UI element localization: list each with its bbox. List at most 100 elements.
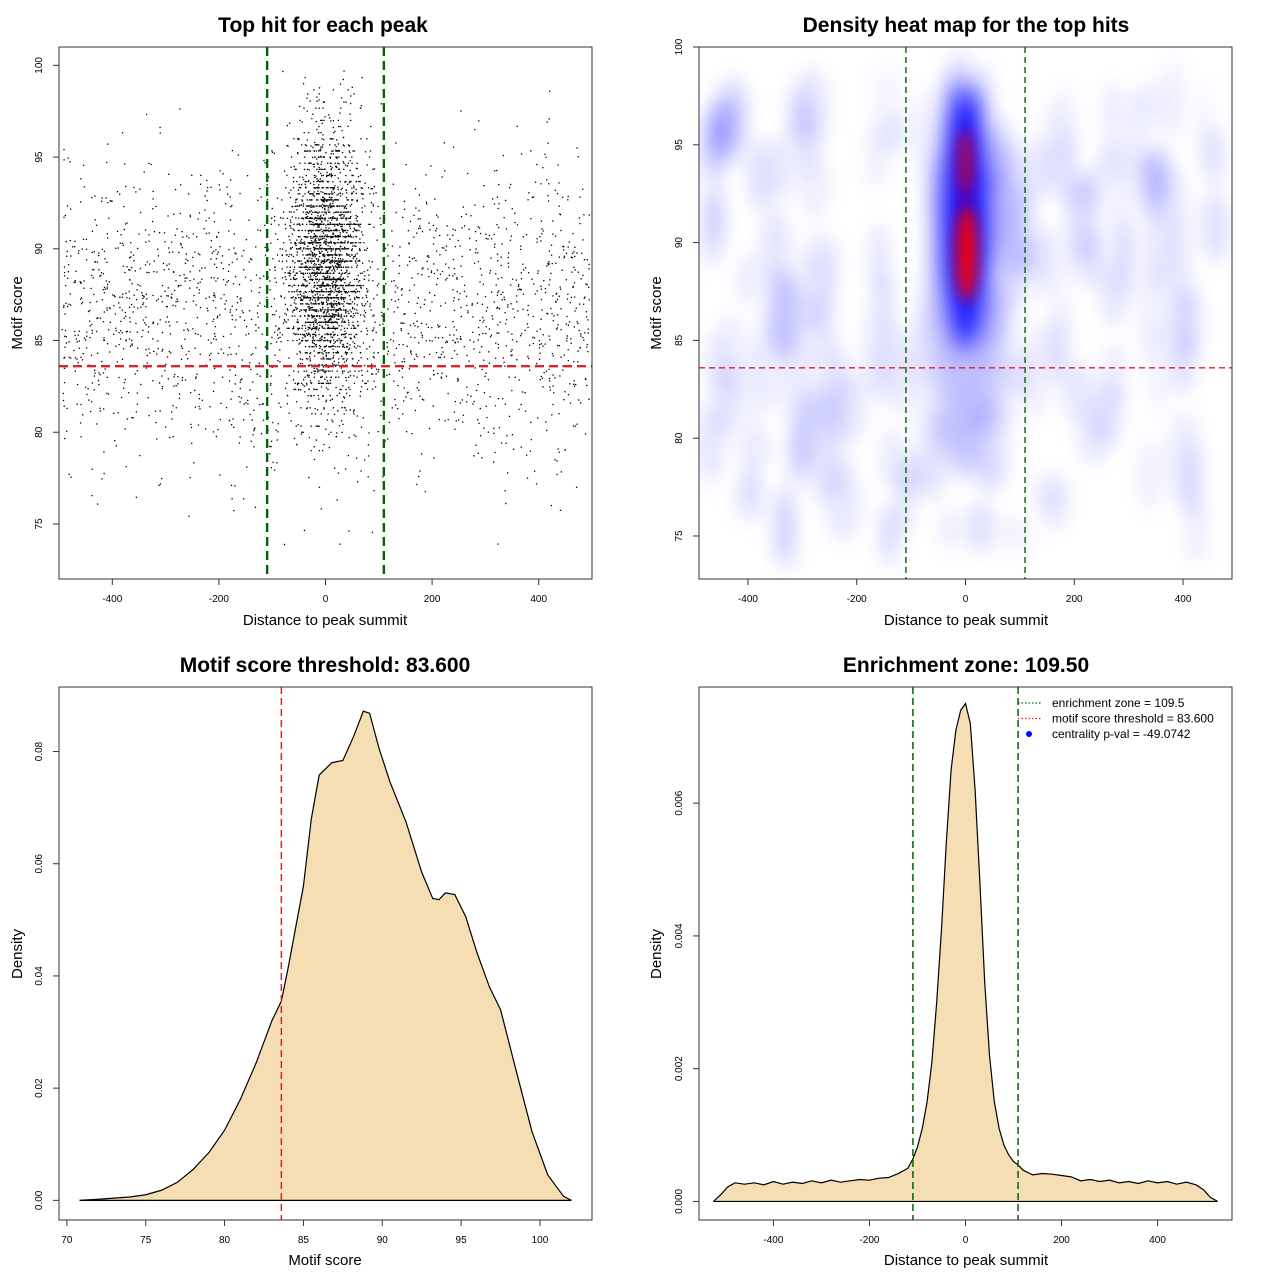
scatter-point [232,283,235,285]
scatter-point [91,323,93,326]
scatter-point [558,256,561,258]
scatter-point [318,449,321,452]
scatter-point [320,336,322,338]
scatter-point [305,211,307,213]
scatter-point [322,368,324,371]
scatter-point [353,290,355,292]
scatter-point [116,361,119,363]
scatter-point [249,413,251,416]
scatter-point [166,295,168,297]
scatter-point [160,295,162,297]
scatter-point [367,269,369,271]
scatter-point [297,248,300,250]
scatter-point [309,210,311,213]
scatter-point [271,314,274,316]
scatter-point [349,211,352,213]
scatter-point [355,288,357,290]
scatter-point [356,296,358,298]
scatter-point [308,268,310,270]
scatter-point [573,326,575,328]
scatter-point [374,386,377,388]
scatter-point [326,272,328,274]
scatter-point [107,393,110,395]
scatter-point [555,300,557,303]
scatter-point [314,315,316,317]
scatter-point [326,174,328,177]
scatter-point [380,223,382,226]
scatter-point [493,233,495,236]
scatter-point [313,269,315,271]
scatter-point [276,439,279,441]
scatter-point [316,100,318,102]
scatter-point [291,233,294,235]
scatter-point [216,317,218,319]
scatter-point [327,235,329,238]
scatter-point [369,305,371,307]
scatter-point [430,165,432,167]
scatter-point [324,248,326,250]
scatter-point [345,315,348,317]
scatter-point [328,229,330,232]
scatter-point [325,272,327,274]
scatter-point [344,292,347,294]
scatter-point [312,221,314,223]
scatter-point [286,382,288,385]
scatter-point [576,321,578,323]
scatter-point [342,303,344,305]
scatter-point [289,253,291,256]
scatter-point [300,284,302,287]
scatter-point [326,278,328,281]
scatter-point [479,351,481,353]
scatter-point [315,266,317,268]
scatter-point [305,187,307,189]
scatter-point [292,187,295,189]
scatter-point [89,325,91,327]
scatter-point [570,256,572,258]
scatter-point [264,224,266,227]
scatter-point [271,217,273,219]
scatter-point [293,266,296,268]
scatter-point [111,200,113,202]
scatter-point [356,162,358,164]
scatter-point [326,327,329,329]
scatter-point [326,251,329,253]
scatter-point [583,258,586,261]
scatter-point [330,431,332,433]
scatter-point [305,266,307,268]
scatter-point [325,387,328,389]
scatter-point [552,403,554,406]
scatter-point [308,332,310,334]
scatter-point [318,297,320,299]
scatter-point [199,408,201,410]
scatter-point [322,308,324,311]
scatter-point [336,296,339,299]
scatter-point [286,327,288,329]
scatter-point [341,242,343,244]
scatter-point [454,229,457,231]
scatter-point [363,320,365,322]
scatter-point [140,306,142,308]
scatter-point [307,205,309,207]
scatter-point [379,217,381,219]
scatter-point [342,284,345,287]
scatter-point [66,430,68,432]
scatter-point [287,145,289,147]
scatter-point [360,105,362,107]
scatter-point [394,300,396,302]
scatter-point [562,369,564,371]
scatter-point [196,287,198,289]
scatter-point [80,178,82,180]
scatter-point [241,378,243,380]
scatter-point [321,283,323,285]
scatter-point [326,283,328,285]
scatter-point [343,261,346,263]
scatter-point [413,257,415,259]
scatter-point [297,284,300,287]
scatter-point [338,318,340,320]
scatter-point [205,220,207,222]
scatter-point [295,217,297,219]
scatter-point [575,307,577,309]
scatter-point [298,229,300,232]
scatter-point [285,187,287,189]
scatter-point [352,312,355,315]
